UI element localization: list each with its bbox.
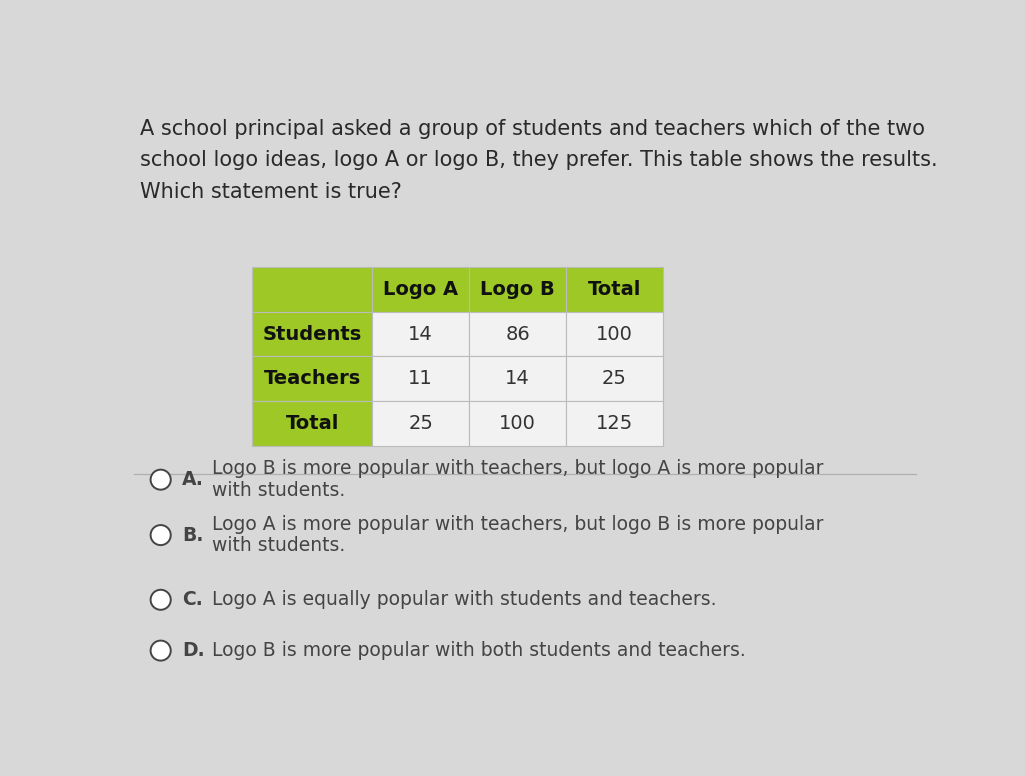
Text: Logo A is equally popular with students and teachers.: Logo A is equally popular with students … (212, 591, 716, 609)
Text: 11: 11 (408, 369, 433, 388)
Bar (252, 267, 372, 312)
Text: 100: 100 (499, 414, 536, 433)
Text: B.: B. (182, 525, 204, 545)
Bar (469, 401, 566, 445)
Text: 14: 14 (408, 324, 433, 344)
Text: Total: Total (587, 280, 641, 299)
Bar (252, 401, 372, 445)
Bar (372, 312, 469, 356)
Bar (372, 267, 469, 312)
Circle shape (151, 590, 171, 610)
Text: A.: A. (182, 470, 204, 489)
Text: Students: Students (262, 324, 362, 344)
Text: C.: C. (182, 591, 203, 609)
Bar (469, 356, 566, 401)
Text: Logo B is more popular with both students and teachers.: Logo B is more popular with both student… (212, 641, 745, 660)
Text: Logo B is more popular with teachers, but logo A is more popular: Logo B is more popular with teachers, bu… (212, 459, 823, 478)
Text: 25: 25 (602, 369, 627, 388)
Text: school logo ideas, logo A or logo B, they prefer. This table shows the results.: school logo ideas, logo A or logo B, the… (139, 150, 938, 170)
Text: 100: 100 (596, 324, 632, 344)
Bar (469, 312, 566, 356)
Bar (566, 267, 663, 312)
Text: D.: D. (182, 641, 205, 660)
Text: 25: 25 (408, 414, 434, 433)
Text: Teachers: Teachers (263, 369, 361, 388)
Text: Which statement is true?: Which statement is true? (139, 182, 402, 203)
Text: with students.: with students. (212, 481, 345, 500)
Bar (372, 401, 469, 445)
Text: A school principal asked a group of students and teachers which of the two: A school principal asked a group of stud… (139, 120, 925, 140)
Circle shape (151, 469, 171, 490)
Circle shape (151, 525, 171, 545)
Bar (252, 312, 372, 356)
Text: Logo A is more popular with teachers, but logo B is more popular: Logo A is more popular with teachers, bu… (212, 514, 823, 534)
Bar (469, 267, 566, 312)
Text: Total: Total (286, 414, 339, 433)
Bar (372, 356, 469, 401)
Bar (252, 356, 372, 401)
Text: 125: 125 (596, 414, 633, 433)
Bar (566, 312, 663, 356)
Bar (566, 356, 663, 401)
Bar (566, 401, 663, 445)
Text: 14: 14 (505, 369, 530, 388)
Text: with students.: with students. (212, 536, 345, 556)
Circle shape (151, 641, 171, 660)
Text: Logo B: Logo B (480, 280, 555, 299)
Text: 86: 86 (505, 324, 530, 344)
Text: Logo A: Logo A (383, 280, 458, 299)
